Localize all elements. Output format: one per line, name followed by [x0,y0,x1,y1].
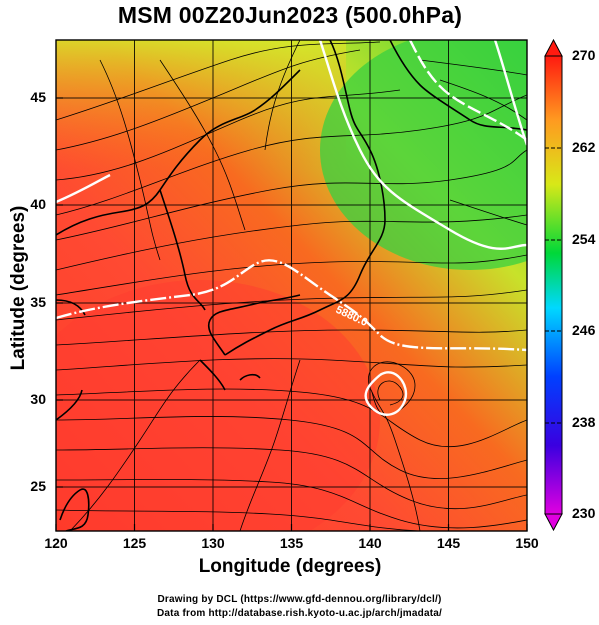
y-tick-label: 25 [30,478,46,494]
plot-area: 5880.0 [56,40,527,531]
cool-region-northwest [56,40,346,170]
x-tick-label: 135 [279,535,304,551]
x-axis-label: Longitude (degrees) [198,556,382,577]
colorbar-max-arrow [544,38,563,57]
x-tick-label: 150 [515,535,539,551]
x-tick-label: 145 [436,535,461,551]
coastlines [56,40,527,531]
y-tick-label: 45 [30,89,46,105]
colorbar [544,38,563,532]
x-tick-label: 120 [44,535,68,551]
y-tick-label: 40 [30,196,46,212]
colorbar-tick-label: 246 [572,322,596,338]
y-tick-label: 35 [30,294,46,310]
colorbar-min-arrow [544,513,563,532]
colorbar-tick-label: 262 [572,139,596,155]
x-tick-label: 130 [201,535,225,551]
x-tick-label: 140 [358,535,382,551]
y-axis-label: Latitude (degrees) [8,205,29,371]
streamlines [56,40,527,531]
credit-line-drawing: Drawing by DCL (https://www.gfd-dennou.o… [157,594,442,605]
contour-lines [56,40,527,416]
cold-region-northeast [320,40,527,270]
colorbar-tick-label: 254 [572,231,596,247]
x-tick-label: 125 [122,535,147,551]
y-tick-label: 30 [30,391,46,407]
colorbar-tick-label: 270 [572,47,596,63]
colorbar-tick-label: 238 [572,414,596,430]
credit-line-data: Data from http://database.rish.kyoto-u.a… [157,608,442,619]
map-title: MSM 00Z20Jun2023 (500.0hPa) [117,2,463,28]
warm-region-south [56,280,380,531]
y-tick-marks [56,97,63,488]
x-tick-marks [55,524,528,531]
colorbar-tick-label: 230 [572,505,596,521]
